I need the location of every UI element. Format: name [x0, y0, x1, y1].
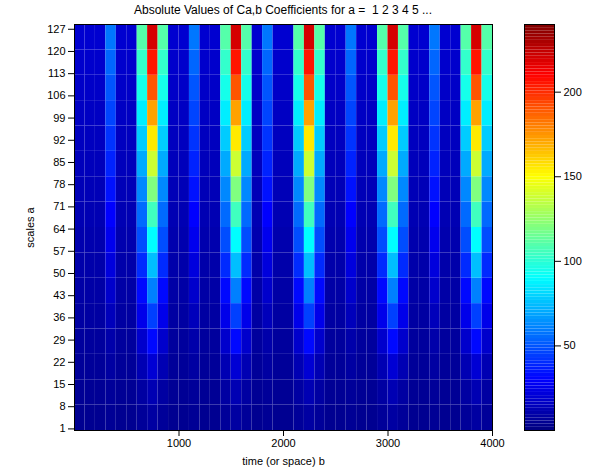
- svg-text:100: 100: [564, 255, 582, 267]
- svg-text:43: 43: [53, 289, 65, 301]
- svg-text:64: 64: [53, 223, 65, 235]
- svg-text:50: 50: [53, 267, 65, 279]
- svg-text:50: 50: [564, 339, 576, 351]
- svg-text:78: 78: [53, 178, 65, 190]
- svg-text:92: 92: [53, 134, 65, 146]
- svg-text:120: 120: [47, 45, 65, 57]
- svg-text:4000: 4000: [480, 437, 504, 449]
- svg-text:3000: 3000: [376, 437, 400, 449]
- html-text:Absolute Values of Ca,b Coeffi: Absolute Values of Ca,b Coefficients for…: [134, 3, 432, 17]
- svg-text:113: 113: [48, 67, 66, 79]
- svg-text:127: 127: [47, 23, 65, 35]
- svg-text:scales a: scales a: [24, 206, 36, 247]
- svg-text:200: 200: [564, 86, 582, 98]
- svg-text:71: 71: [53, 200, 65, 212]
- svg-text:time (or space) b: time (or space) b: [242, 455, 325, 467]
- svg-text:8: 8: [59, 400, 65, 412]
- svg-text:22: 22: [53, 356, 65, 368]
- svg-text:1000: 1000: [167, 437, 191, 449]
- svg-text:57: 57: [53, 245, 65, 257]
- svg-text:2000: 2000: [271, 437, 295, 449]
- svg-text:15: 15: [53, 378, 65, 390]
- svg-text:29: 29: [53, 334, 65, 346]
- svg-text:99: 99: [53, 112, 65, 124]
- svg-text:106: 106: [47, 89, 65, 101]
- svg-text:85: 85: [53, 156, 65, 168]
- svg-text:150: 150: [564, 170, 582, 182]
- svg-text:1: 1: [59, 422, 65, 434]
- svg-text:36: 36: [53, 311, 65, 323]
